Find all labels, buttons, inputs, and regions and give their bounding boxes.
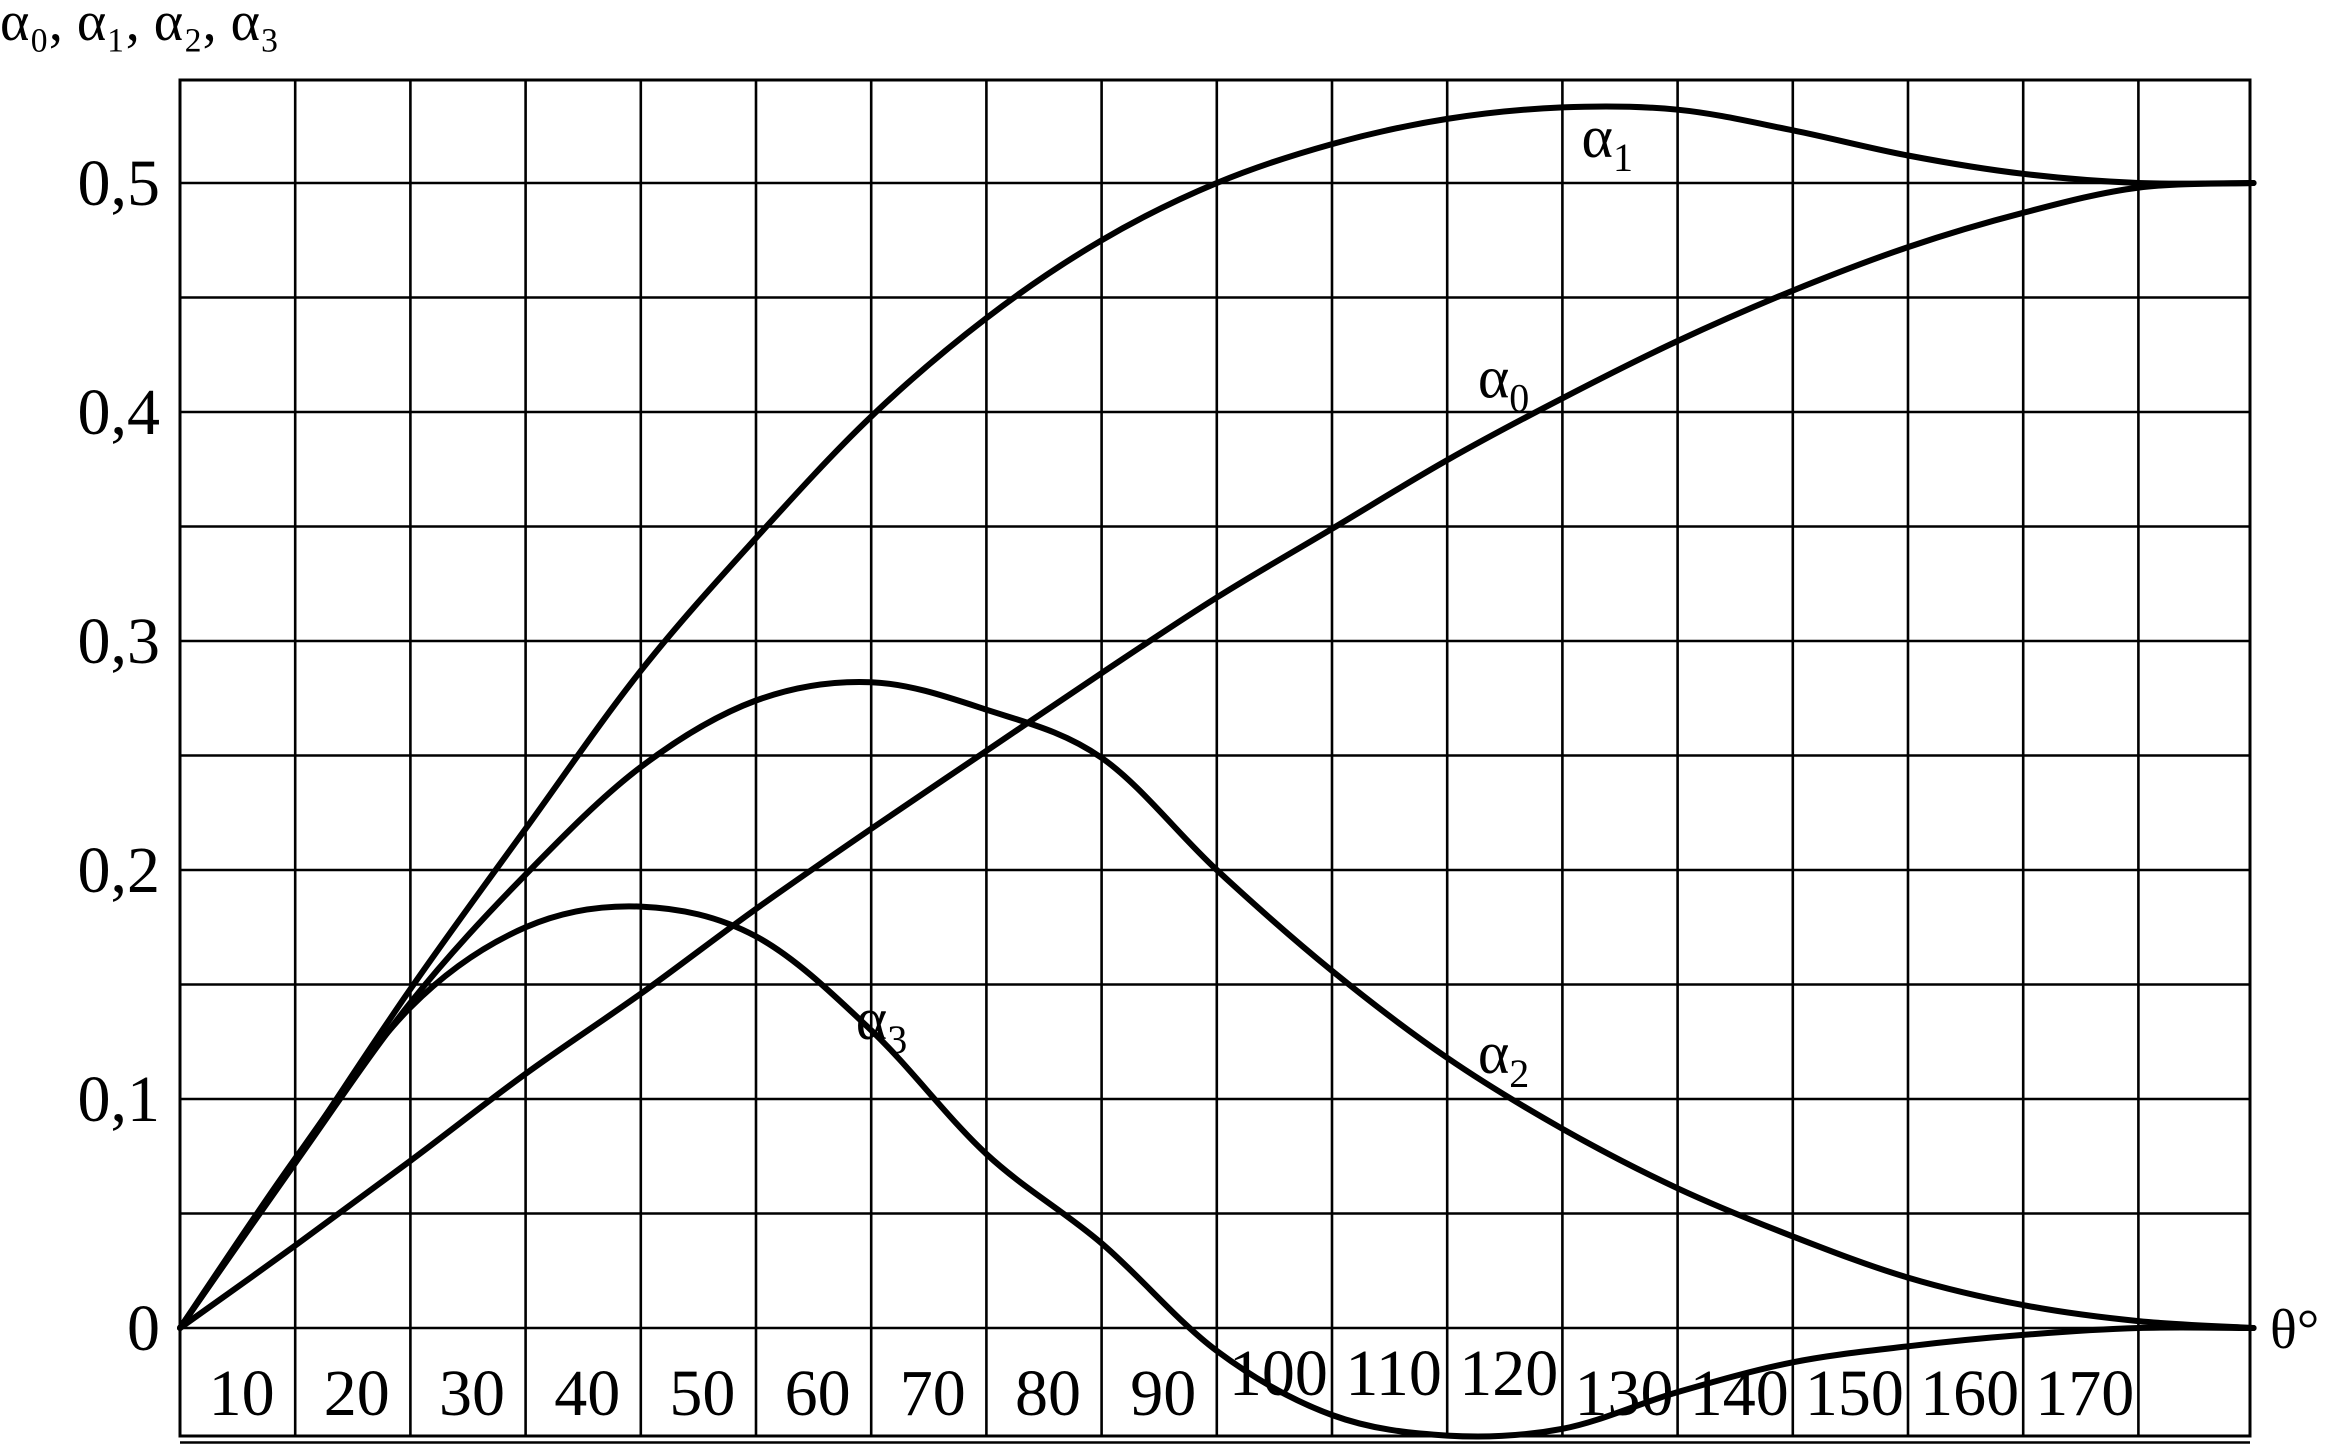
y-tick-label: 0,1 bbox=[78, 1063, 161, 1136]
x-tick-label: 50 bbox=[669, 1357, 735, 1430]
labels: 0 0,1 0,2 0,3 0,4 0,5 10 20 30 40 50 60 70 80 90 100 110… bbox=[78, 104, 2135, 1430]
x-tick-label: 160 bbox=[1920, 1357, 2019, 1430]
y-tick-label: 0,2 bbox=[78, 834, 161, 907]
y-tick-label: 0,5 bbox=[78, 147, 161, 220]
x-tick-label: 90 bbox=[1130, 1357, 1196, 1430]
y-tick-label: 0,3 bbox=[78, 605, 161, 678]
x-tick-label: 80 bbox=[1015, 1357, 1081, 1430]
x-tick-label: 40 bbox=[554, 1357, 620, 1430]
x-tick-label: 140 bbox=[1690, 1357, 1789, 1430]
series-label-alpha-3: α3 bbox=[856, 986, 907, 1062]
series-line-alpha-0 bbox=[177, 180, 2257, 1331]
x-tick-label: 70 bbox=[900, 1357, 966, 1430]
grid bbox=[178, 78, 2252, 1444]
x-tick-label: 170 bbox=[2035, 1357, 2134, 1430]
x-tick-label: 100 bbox=[1229, 1337, 1328, 1410]
x-tick-label: 150 bbox=[1805, 1357, 1904, 1430]
series-line-alpha-1 bbox=[177, 103, 2257, 1331]
series-line-alpha-2 bbox=[177, 678, 2257, 1331]
series-label-alpha-1: α1 bbox=[1582, 104, 1633, 180]
plot-frame bbox=[178, 78, 2252, 1438]
x-tick-label: 20 bbox=[324, 1357, 390, 1430]
x-axis-title: θ° bbox=[2270, 1299, 2319, 1361]
x-tick-label: 110 bbox=[1345, 1337, 1442, 1410]
curves bbox=[177, 103, 2257, 1440]
series-line-alpha-3 bbox=[177, 903, 2257, 1440]
x-tick-label: 130 bbox=[1575, 1357, 1674, 1430]
y-tick-label: 0 bbox=[127, 1292, 160, 1365]
x-tick-label: 30 bbox=[439, 1357, 505, 1430]
x-tick-label: 60 bbox=[785, 1357, 851, 1430]
series-label-alpha-2: α2 bbox=[1478, 1020, 1529, 1096]
y-axis-title: α₀, α₁, α₂, α₃ bbox=[0, 0, 279, 53]
x-tick-label: 120 bbox=[1459, 1337, 1558, 1410]
y-tick-label: 0,4 bbox=[78, 376, 161, 449]
series-label-alpha-0: α0 bbox=[1478, 345, 1529, 421]
x-tick-label: 10 bbox=[209, 1357, 275, 1430]
